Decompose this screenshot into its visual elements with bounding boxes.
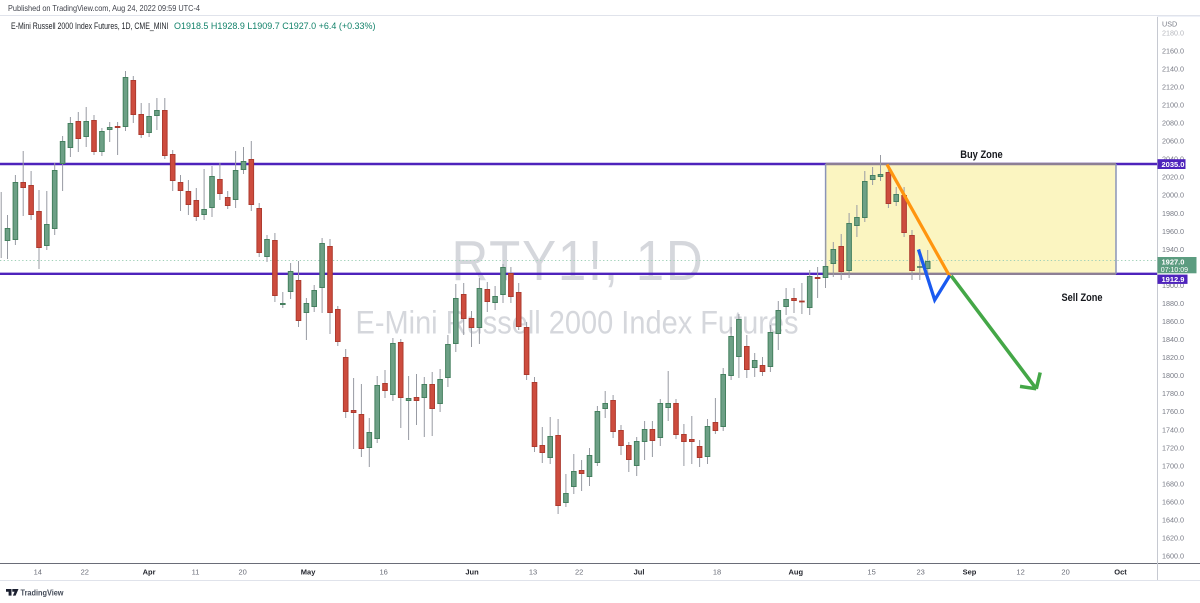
svg-text:2000.0: 2000.0 [1162,191,1184,200]
svg-text:13: 13 [529,568,537,577]
svg-text:22: 22 [81,568,89,577]
svg-text:2180.0: 2180.0 [1162,28,1184,37]
svg-text:O1918.5 H1928.9 L1909.7 C19: O1918.5 H1928.9 L1909.7 C1927.0 +6.4 (+0… [174,21,376,31]
svg-text:2160.0: 2160.0 [1162,46,1184,55]
svg-text:16: 16 [380,568,388,577]
svg-text:14: 14 [34,568,42,577]
svg-text:2060.0: 2060.0 [1162,137,1184,146]
svg-text:22: 22 [575,568,583,577]
svg-text:1840.0: 1840.0 [1162,335,1184,344]
svg-text:1620.0: 1620.0 [1162,534,1184,543]
svg-text:1720.0: 1720.0 [1162,443,1184,452]
svg-text:20: 20 [1061,568,1069,577]
svg-text:2100.0: 2100.0 [1162,101,1184,110]
svg-text:23: 23 [917,568,925,577]
svg-text:15: 15 [867,568,875,577]
svg-text:E-Mini Russell 2000 Index Futu: E-Mini Russell 2000 Index Futures [356,305,799,341]
svg-text:Jun: Jun [465,568,479,577]
svg-text:Sep: Sep [963,568,977,577]
svg-text:1880.0: 1880.0 [1162,299,1184,308]
svg-text:1640.0: 1640.0 [1162,516,1184,525]
svg-text:2035.0: 2035.0 [1162,160,1185,169]
svg-text:USD: USD [1162,20,1177,29]
svg-text:1860.0: 1860.0 [1162,317,1184,326]
svg-text:E-Mini Russell 2000 Index Futu: E-Mini Russell 2000 Index Futures, 1D, C… [11,21,169,31]
svg-text:20: 20 [239,568,247,577]
svg-text:1927.0: 1927.0 [1162,257,1185,266]
svg-text:1912.9: 1912.9 [1162,275,1185,284]
svg-text:Sell Zone: Sell Zone [1062,292,1103,304]
svg-text:1780.0: 1780.0 [1162,389,1184,398]
svg-text:1960.0: 1960.0 [1162,227,1184,236]
svg-text:1940.0: 1940.0 [1162,245,1184,254]
svg-text:2080.0: 2080.0 [1162,119,1184,128]
svg-text:1600.0: 1600.0 [1162,552,1184,561]
svg-text:1740.0: 1740.0 [1162,425,1184,434]
svg-text:1700.0: 1700.0 [1162,461,1184,470]
svg-text:12: 12 [1016,568,1024,577]
svg-text:TradingView: TradingView [21,589,65,598]
svg-text:Oct: Oct [1114,568,1127,577]
svg-text:11: 11 [192,568,200,577]
svg-text:Buy Zone: Buy Zone [960,149,1003,161]
svg-text:1980.0: 1980.0 [1162,209,1184,218]
svg-text:1820.0: 1820.0 [1162,353,1184,362]
svg-text:2140.0: 2140.0 [1162,64,1184,73]
svg-text:May: May [301,568,316,577]
svg-text:1660.0: 1660.0 [1162,498,1184,507]
svg-text:1900.0: 1900.0 [1162,281,1184,290]
svg-text:1800.0: 1800.0 [1162,371,1184,380]
svg-text:Aug: Aug [789,568,804,577]
svg-text:18: 18 [713,568,721,577]
svg-text:Apr: Apr [143,568,156,577]
svg-text:1680.0: 1680.0 [1162,479,1184,488]
svg-text:Published on TradingView.com,: Published on TradingView.com, Aug 24, 20… [8,3,200,13]
svg-text:2020.0: 2020.0 [1162,173,1184,182]
svg-text:07:10:09: 07:10:09 [1161,267,1188,274]
svg-text:Jul: Jul [634,568,645,577]
svg-text:2120.0: 2120.0 [1162,83,1184,92]
svg-text:1760.0: 1760.0 [1162,407,1184,416]
